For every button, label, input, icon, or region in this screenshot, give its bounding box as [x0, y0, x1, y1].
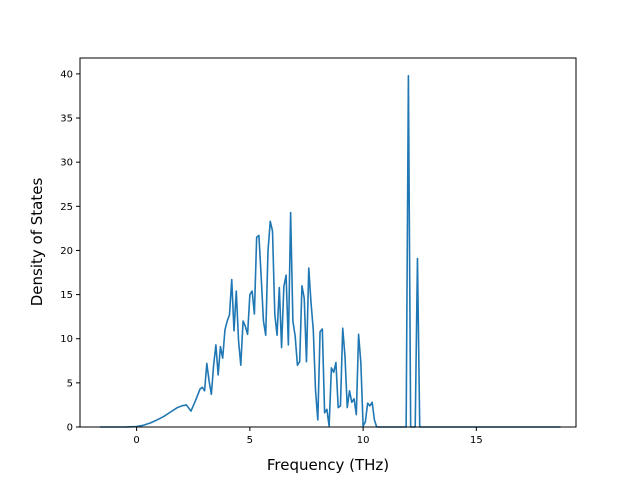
y-tick-label: 30 — [60, 158, 73, 169]
series-layer — [99, 74, 561, 428]
y-tick-label: 35 — [60, 114, 73, 125]
y-axis: 0 5 10 15 20 25 30 35 40 — [60, 69, 80, 434]
x-tick-label: 10 — [357, 435, 370, 446]
y-tick-label: 20 — [60, 246, 73, 257]
y-tick-label: 5 — [67, 378, 73, 389]
y-tick-label: 15 — [60, 290, 73, 301]
dos-line — [99, 74, 561, 428]
y-axis-label: Density of States — [28, 178, 46, 307]
y-tick-label: 10 — [60, 334, 73, 345]
y-tick-label: 0 — [67, 423, 73, 434]
x-tick-label: 0 — [133, 435, 139, 446]
x-tick-label: 5 — [247, 435, 253, 446]
plot-frame — [79, 57, 577, 428]
x-axis-label: Frequency (THz) — [267, 456, 389, 474]
x-tick-label: 15 — [470, 435, 483, 446]
y-tick-label: 25 — [60, 202, 73, 213]
x-axis: 0 5 10 15 — [133, 427, 483, 446]
y-tick-label: 40 — [60, 69, 73, 80]
plot-area — [80, 58, 576, 427]
